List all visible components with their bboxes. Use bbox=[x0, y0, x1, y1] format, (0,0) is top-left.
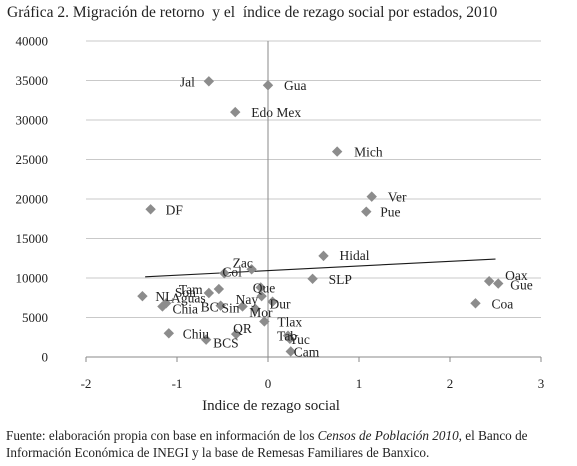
x-axis-label: Indice de rezago social bbox=[202, 398, 340, 414]
point-label: Edo Mex bbox=[251, 105, 301, 120]
y-tick-label: 10000 bbox=[16, 271, 49, 286]
y-tick-label: 5000 bbox=[22, 310, 48, 325]
data-point bbox=[145, 204, 156, 215]
chart-title: Gráfica 2. Migración de retorno y el índ… bbox=[7, 4, 498, 21]
data-point bbox=[262, 80, 274, 91]
point-label: Mich bbox=[354, 145, 383, 160]
point-label: SLP bbox=[329, 272, 352, 287]
data-point bbox=[470, 298, 481, 309]
point-label: Sin bbox=[222, 300, 240, 315]
point-label: Gua bbox=[284, 78, 307, 93]
x-tick-label: -2 bbox=[81, 376, 92, 391]
grid-lines bbox=[86, 40, 541, 318]
data-point bbox=[246, 264, 257, 275]
x-tick-label: -1 bbox=[172, 376, 183, 391]
data-point bbox=[331, 146, 343, 157]
x-tick-label: 3 bbox=[538, 376, 545, 391]
source-prefix: Fuente: elaboración propia con base en i… bbox=[6, 428, 318, 443]
data-point bbox=[256, 290, 267, 302]
data-point bbox=[259, 316, 270, 327]
data-point bbox=[250, 303, 261, 315]
data-point bbox=[255, 282, 266, 293]
data-points bbox=[137, 76, 504, 357]
data-point bbox=[237, 301, 248, 312]
point-label: BCS bbox=[213, 336, 239, 351]
point-label: Aguas bbox=[171, 290, 206, 305]
data-point bbox=[318, 250, 329, 262]
point-label: Jal bbox=[180, 74, 195, 89]
data-point bbox=[203, 287, 215, 299]
point-label: Tam bbox=[179, 282, 203, 297]
point-label: Gue bbox=[510, 278, 532, 293]
point-label: Chiu bbox=[183, 326, 210, 341]
data-point bbox=[157, 301, 168, 312]
source-note: Fuente: elaboración propia con base en i… bbox=[6, 427, 574, 461]
y-tick-label: 20000 bbox=[16, 192, 49, 207]
y-tick-label: 40000 bbox=[16, 34, 49, 49]
point-label: BC bbox=[201, 300, 219, 315]
point-label: Mor bbox=[249, 305, 273, 320]
point-label: Coa bbox=[491, 296, 513, 311]
point-label: Oax bbox=[505, 268, 528, 283]
data-point bbox=[307, 273, 318, 284]
y-tick-label: 30000 bbox=[16, 113, 49, 128]
point-label: Nay bbox=[236, 292, 259, 307]
y-tick-label: 15000 bbox=[16, 231, 49, 246]
point-label: Tab bbox=[277, 329, 297, 344]
x-tick-label: 1 bbox=[356, 376, 363, 391]
trendline bbox=[145, 258, 496, 278]
x-tick-label: 0 bbox=[265, 376, 272, 391]
point-label: Tlax bbox=[277, 314, 302, 329]
source-italic: Censos de Población 2010 bbox=[317, 428, 459, 443]
point-label: Ver bbox=[388, 190, 407, 205]
data-point bbox=[483, 275, 495, 287]
x-tick-label: 2 bbox=[447, 376, 454, 391]
data-point bbox=[361, 206, 372, 217]
point-label: Hidal bbox=[340, 248, 370, 263]
data-point bbox=[163, 328, 175, 339]
point-label: Cam bbox=[294, 344, 320, 359]
data-point bbox=[230, 328, 242, 340]
tick-labels: 0 5000 10000 15000 20000 25000 30000 35000 40000… bbox=[16, 34, 545, 392]
point-label: Dur bbox=[270, 297, 291, 312]
point-label: Yuc bbox=[289, 332, 310, 347]
point-label: NL bbox=[155, 289, 173, 304]
point-label: Que bbox=[253, 280, 276, 295]
data-point bbox=[267, 296, 278, 307]
source-suffix: , el Banco de Información Económica de I… bbox=[6, 428, 528, 460]
axes bbox=[85, 41, 542, 362]
data-point bbox=[493, 278, 504, 289]
y-tick-label: 0 bbox=[42, 350, 49, 365]
data-point bbox=[137, 290, 148, 302]
data-point bbox=[213, 283, 225, 295]
point-label: QR bbox=[233, 321, 252, 336]
data-point bbox=[230, 106, 241, 118]
point-label: Chia bbox=[172, 301, 198, 316]
data-point bbox=[366, 191, 377, 202]
trendline-group bbox=[145, 258, 496, 278]
data-point bbox=[203, 76, 215, 87]
point-label: DF bbox=[166, 202, 184, 217]
point-label: Pue bbox=[380, 205, 400, 220]
data-point bbox=[284, 333, 296, 345]
point-label: Zac bbox=[233, 255, 253, 270]
data-point bbox=[215, 300, 226, 311]
y-tick-label: 25000 bbox=[16, 152, 49, 167]
data-point bbox=[200, 334, 212, 345]
data-point bbox=[219, 268, 230, 279]
y-tick-label: 35000 bbox=[16, 73, 49, 88]
point-label: Son bbox=[175, 285, 196, 300]
point-label: Col bbox=[222, 264, 242, 279]
data-point bbox=[285, 346, 296, 357]
